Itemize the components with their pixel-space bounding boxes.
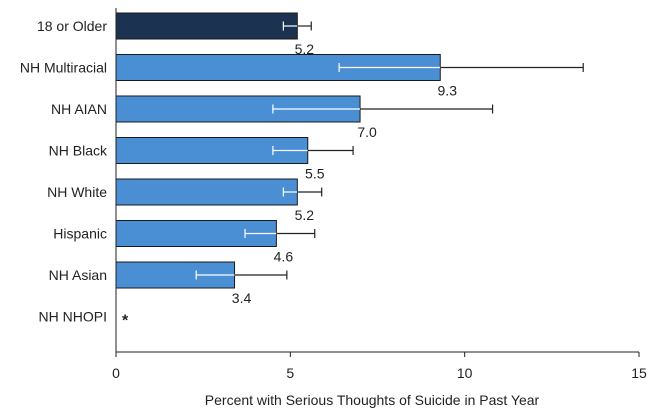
- data-label: 3.4: [232, 290, 252, 306]
- data-label: 9.3: [438, 83, 458, 99]
- bars-layer: [115, 12, 584, 289]
- category-label: NH NHOPI: [39, 309, 107, 325]
- category-label: NH Black: [49, 143, 108, 159]
- data-label: 5.2: [295, 41, 315, 57]
- bar: [115, 178, 298, 206]
- data-label: 4.6: [274, 249, 294, 265]
- x-tick-label: 10: [457, 365, 473, 381]
- category-label: NH AIAN: [51, 101, 107, 117]
- labels-layer: 18 or Older 5.2 NH Multiracial 9.3 NH AIAN 7.…: [20, 18, 457, 330]
- category-label: 18 or Older: [37, 18, 107, 34]
- category-label: NH Asian: [49, 267, 107, 283]
- data-label: 5.5: [305, 166, 325, 182]
- data-label: 7.0: [357, 124, 377, 140]
- bar: [115, 12, 298, 40]
- x-axis-title: Percent with Serious Thoughts of Suicide…: [205, 392, 540, 408]
- data-label: 5.2: [295, 207, 315, 223]
- x-tick-label: 5: [286, 365, 294, 381]
- category-label: NH Multiracial: [20, 60, 107, 76]
- x-tick-label: 15: [631, 365, 647, 381]
- x-tick-label: 0: [112, 365, 120, 381]
- category-label: Hispanic: [53, 226, 107, 242]
- x-axis-ticks: 0 5 10 15: [112, 352, 647, 381]
- suppressed-marker: *: [122, 313, 129, 330]
- category-label: NH White: [47, 184, 107, 200]
